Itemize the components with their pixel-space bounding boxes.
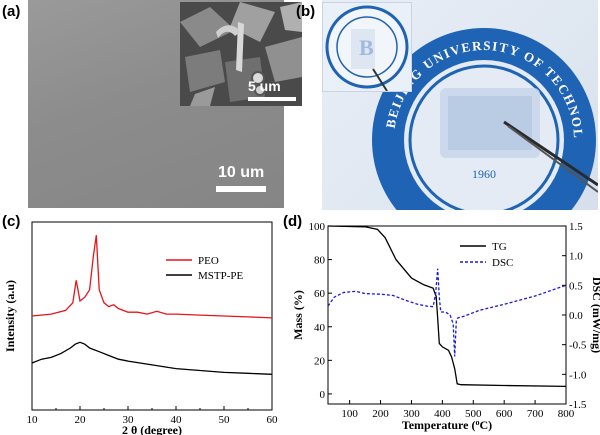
plot-frame	[327, 225, 567, 405]
inset-scale-label: 5 um	[248, 78, 281, 94]
series-line-peo	[31, 235, 273, 319]
y-tick-label: 60	[314, 288, 326, 300]
seal-year: 1960	[472, 167, 496, 181]
sem-inset-image: 5 um	[180, 2, 302, 106]
y-tick-label: 20	[314, 355, 326, 367]
inset-scale-bar	[248, 97, 296, 101]
panel-label-d: (d)	[283, 213, 303, 230]
x-tick-label: 200	[372, 408, 389, 420]
y-tick-label: 40	[314, 322, 326, 334]
film-photo-inset: B	[322, 2, 412, 92]
x-tick-label: 500	[465, 408, 482, 420]
sem-image: 5 um 10 um	[28, 0, 302, 208]
y2-tick-label: 1.0	[569, 251, 583, 263]
y-axis-label: Mass (%)	[291, 290, 305, 340]
x-tick-label: 600	[496, 408, 513, 420]
legend-label-dsc: DSC	[492, 257, 513, 269]
film-photo: BEIJING UNIVERSITY OF TECHNOLOGY 1960 B	[322, 0, 598, 210]
y2-tick-label: -1.5	[569, 399, 587, 411]
main-scale-label: 10 um	[218, 164, 265, 181]
legend-label-peo: PEO	[198, 255, 219, 267]
x-axis-label: Temperature (oC)	[402, 418, 492, 432]
x-axis-label: 2 θ (degree)	[122, 423, 182, 435]
y-axis-label: Intensity (a.u)	[3, 280, 17, 352]
y2-tick-label: 0.5	[569, 280, 583, 292]
y2-axis-label: DSC (mW/mg)	[590, 277, 600, 353]
y2-tick-label: 1.5	[569, 221, 583, 233]
y-tick-label: 80	[314, 255, 326, 267]
sem-inset-texture	[180, 2, 302, 106]
y-tick-label: 100	[309, 221, 326, 233]
x-tick-label: 20	[75, 414, 87, 426]
tg-dsc-chart: 100 200 300 400 500 600 700 800 0 20 40 60 80 100 -1.5…	[291, 221, 600, 432]
x-tick-label: 30	[123, 414, 135, 426]
legend-label-tg: TG	[492, 241, 507, 253]
xrd-chart: 10 20 30 40 50 60 2 θ (degree) Intensity (a.u) P…	[3, 221, 279, 435]
x-tick-label: 50	[219, 414, 231, 426]
panel-label-b: (b)	[296, 3, 316, 20]
y2-tick-label: -1.0	[569, 369, 587, 381]
series-line-mstp-pe	[31, 341, 273, 375]
panel-label-a: (a)	[2, 3, 21, 20]
legend-label-mstp-pe: MSTP-PE	[198, 270, 244, 282]
x-tick-label: 100	[341, 408, 358, 420]
y2-tick-label: -0.5	[569, 340, 587, 352]
series-line-dsc	[327, 268, 567, 357]
x-tick-label: 800	[558, 408, 575, 420]
main-scale-bar	[216, 186, 266, 192]
y-tick-label: 0	[320, 389, 326, 401]
x-tick-label: 400	[434, 408, 451, 420]
x-tick-label: 60	[267, 414, 279, 426]
series-line-tg	[327, 225, 567, 388]
y2-tick-label: 0.0	[569, 310, 583, 322]
x-tick-label: 40	[171, 414, 183, 426]
x-tick-label: 300	[403, 408, 420, 420]
seal-inset-drawing: B	[325, 5, 409, 91]
panel-label-c: (c)	[2, 213, 21, 230]
x-tick-label: 700	[527, 408, 544, 420]
x-tick-label: 10	[27, 414, 39, 426]
